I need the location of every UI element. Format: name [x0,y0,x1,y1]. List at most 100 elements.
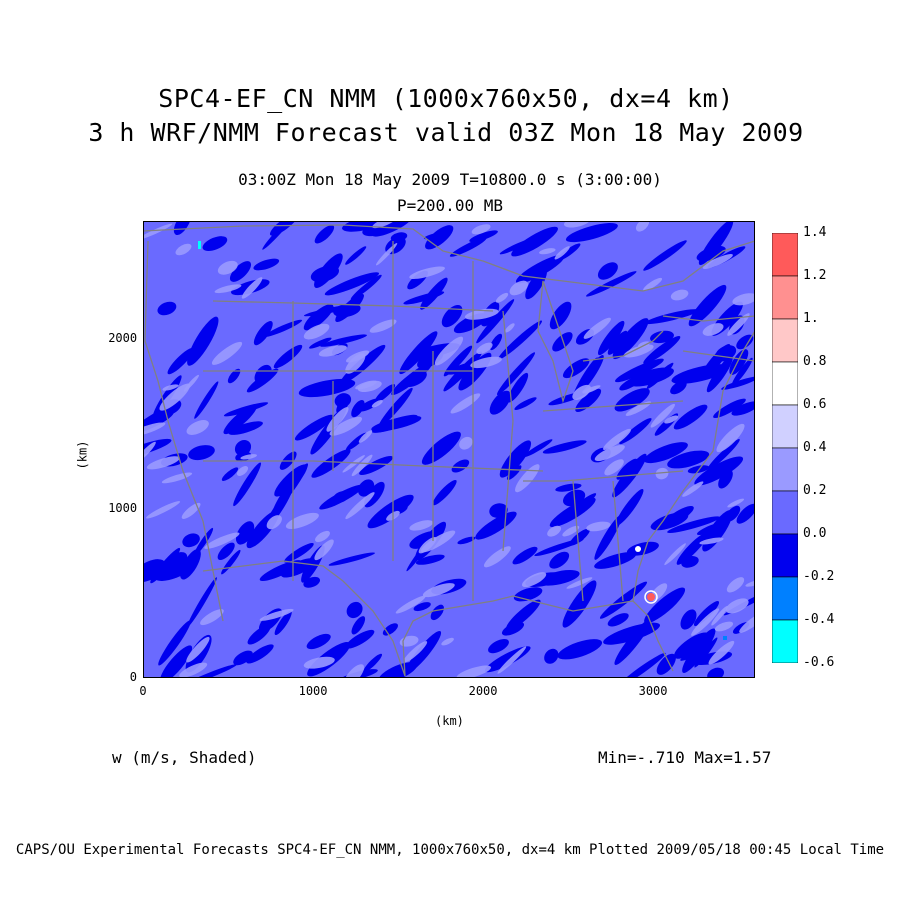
light-updraft-patch [623,344,654,358]
downdraft-streak [549,551,570,569]
downdraft-streak [314,253,343,288]
downdraft-streak [646,362,674,389]
downdraft-streak [693,601,720,626]
light-updraft-patch [146,456,180,470]
light-updraft-patch [214,284,242,294]
downdraft-streak [229,261,252,282]
plot-frame [143,221,755,678]
colorbar-level-label: 0.4 [803,440,827,455]
downdraft-streak [340,344,386,385]
valid-time-info: 03:00Z Mon 18 May 2009 T=10800.0 s (3:00… [238,170,662,189]
downdraft-streak [670,380,687,395]
light-updraft-patch [175,243,192,256]
light-updraft-patch [664,543,686,566]
light-updraft-patch [470,356,502,369]
downdraft-streak [607,613,629,627]
downdraft-streak [534,538,584,557]
downdraft-streak [415,554,445,565]
downdraft-streak [607,330,628,355]
downdraft-streak [489,390,511,415]
downdraft-streak [511,226,558,257]
light-updraft-patch [699,537,724,545]
downdraft-streak [549,497,596,528]
downdraft-streak [430,604,444,621]
light-updraft-patch [143,422,166,437]
downdraft-streak [488,638,509,654]
x-tick-label: 3000 [638,684,668,698]
light-updraft-patch [714,621,734,632]
colorbar-level-label: 0.2 [803,483,827,498]
updraft-core-ring [644,590,658,604]
light-updraft-patch [716,423,745,453]
downdraft-streak [577,354,604,394]
downdraft-streak [673,632,710,659]
downdraft-streak [731,401,755,416]
downdraft-streak [736,334,754,350]
colorbar-level-label: 0.8 [803,354,827,369]
light-updraft-patch [236,466,249,476]
downdraft-streak [538,569,580,586]
light-updraft-patch [315,530,330,543]
colorbar-segment [772,619,798,663]
light-updraft-patch [727,498,745,508]
variable-label: w (m/s, Shaded) [112,748,257,767]
downdraft-streak [233,462,262,507]
downdraft-streak [489,333,503,351]
downdraft-streak [345,629,375,649]
downdraft-streak [371,415,422,432]
downdraft-streak [247,625,271,645]
downdraft-streak [167,347,194,375]
light-updraft-patch [143,441,156,464]
light-updraft-patch [625,401,652,416]
downdraft-streak [498,320,543,360]
light-updraft-patch [586,521,611,532]
light-updraft-patch [604,459,624,476]
light-updraft-patch [240,454,257,460]
downdraft-streak [246,644,274,664]
light-updraft-patch [562,525,580,537]
downdraft-streak [449,237,487,257]
light-updraft-patch [409,266,445,279]
downdraft-streak [184,664,237,678]
colorbar-level-label: -0.2 [803,569,835,584]
downdraft-streak [194,381,219,419]
downdraft-streak [514,397,537,410]
downdraft-streak [512,546,538,565]
light-updraft-patch [241,277,263,299]
downdraft-streak [274,610,292,636]
y-tick-label: 1000 [108,500,138,515]
downdraft-streak [357,479,375,497]
light-updraft-patch [732,293,755,306]
downdraft-streak [525,268,547,300]
colorbar-level-label: 0.6 [803,397,827,412]
downdraft-streak [180,549,201,580]
light-updraft-patches [143,221,755,678]
light-updraft-patch [547,525,562,537]
downdraft-streak [643,336,681,364]
downdraft-streak [643,240,687,271]
downdraft-streak [359,455,394,476]
downdraft-streak [166,552,188,571]
light-updraft-patch [371,400,383,408]
light-updraft-patch [539,248,556,255]
colorbar-segment [772,576,798,621]
light-updraft-patch [725,598,749,614]
downdraft-streak [612,318,649,360]
gulf-coast [402,595,674,677]
light-updraft-patch [159,383,191,411]
light-updraft-patch [179,662,208,678]
downdraft-streak [303,304,334,331]
downdraft-streak [706,356,733,393]
light-updraft-patch [583,317,611,339]
light-updraft-patch [702,323,724,336]
downdraft-streak [597,320,625,356]
colorbar-segment [772,490,798,535]
light-updraft-patch [650,403,676,428]
downdraft-streak [597,262,618,280]
light-updraft-patch [456,665,492,678]
downdraft-streak [311,449,351,478]
downdraft-streak [619,418,652,445]
canada-border [143,224,755,292]
downdraft-streak [324,272,380,296]
light-updraft-patch [670,289,689,301]
